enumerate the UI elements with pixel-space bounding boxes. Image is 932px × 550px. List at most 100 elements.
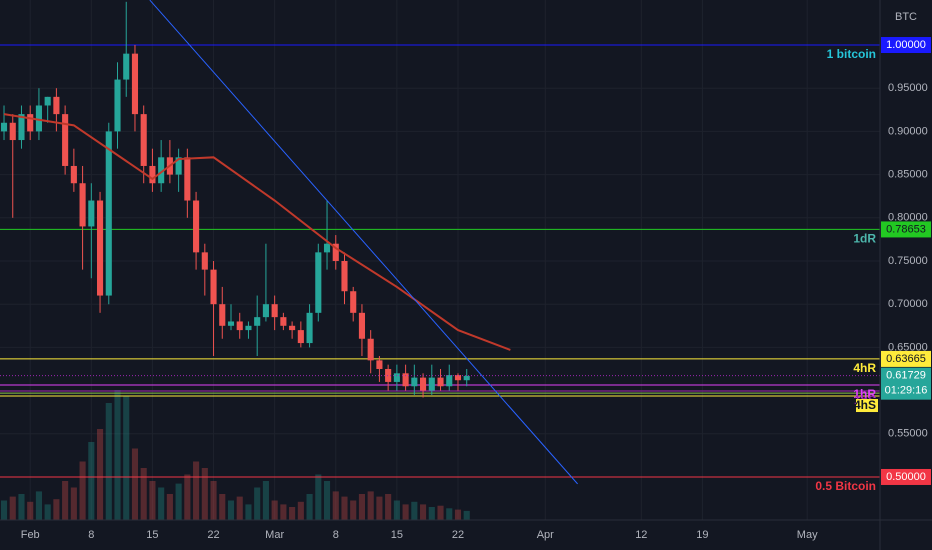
candle-body <box>175 157 182 175</box>
x-tick-label: 12 <box>635 529 647 541</box>
volume-bar <box>53 499 60 520</box>
volume-bar <box>105 403 112 520</box>
volume-bar <box>437 505 444 520</box>
candle-body <box>18 114 25 141</box>
candle-body <box>332 243 339 261</box>
candle-body <box>131 53 139 115</box>
volume-bar <box>402 504 409 520</box>
volume <box>0 390 470 520</box>
x-tick-label: 15 <box>391 529 403 541</box>
x-tick-label: Apr <box>537 529 554 541</box>
volume-bar <box>227 500 235 520</box>
volume-bar <box>166 494 173 520</box>
volume-bar <box>393 500 400 520</box>
volume-bar <box>315 474 322 520</box>
last-price-bg <box>881 367 931 400</box>
volume-bar <box>210 481 217 520</box>
volume-bar <box>35 491 42 520</box>
volume-bar <box>463 510 470 520</box>
candle-body <box>210 269 217 305</box>
volume-bar <box>123 396 130 520</box>
currency: BTC <box>895 11 917 23</box>
y-tick-label: 0.70000 <box>888 298 928 310</box>
volume-bar <box>289 507 296 520</box>
volume-bar <box>428 507 435 520</box>
volume-bar <box>131 448 139 520</box>
y-tick-label: 0.80000 <box>888 212 928 224</box>
volume-bar <box>70 487 77 520</box>
level-name: 1hR <box>853 387 876 401</box>
x-tick-label: 15 <box>146 529 158 541</box>
volume-bar <box>358 494 366 520</box>
volume-bar <box>420 504 427 520</box>
x-tick-label: Feb <box>21 529 40 541</box>
volume-bar <box>297 501 304 520</box>
x-tick-label: 22 <box>452 529 464 541</box>
y-tick-label: 0.75000 <box>888 255 928 267</box>
candle-body <box>35 105 42 132</box>
candle-body <box>385 368 392 382</box>
volume-bar <box>88 442 95 520</box>
volume-bar <box>27 501 34 520</box>
volume-bar <box>446 508 453 520</box>
level-name: 1dR <box>853 232 876 246</box>
candle-body <box>463 375 470 381</box>
volume-bar <box>9 496 16 520</box>
plot: 1 bitcoin1dR4hR1hR1hS4hS0.5 Bitcoin <box>0 0 880 493</box>
grid <box>0 0 880 520</box>
y-tick-label: 0.95000 <box>888 82 928 94</box>
candle-body <box>0 122 8 132</box>
price-label-bg <box>881 221 931 238</box>
level-name: 0.5 Bitcoin <box>815 479 876 493</box>
candle-body <box>271 304 278 318</box>
level-name: 4hR <box>853 361 876 375</box>
candle-body <box>70 165 77 184</box>
candle-body <box>201 252 208 270</box>
candle-body <box>193 200 200 253</box>
candle-body <box>350 291 357 313</box>
candle-body <box>158 157 165 184</box>
volume-bar <box>332 491 339 520</box>
candle-body <box>79 183 86 227</box>
trendline <box>149 0 578 485</box>
candle-body <box>53 96 60 115</box>
volume-bar <box>341 496 348 520</box>
volume-bar <box>280 504 287 520</box>
candle-body <box>262 304 269 318</box>
volume-bar <box>193 461 200 520</box>
volume-bar <box>0 500 8 520</box>
candle-body <box>149 165 156 184</box>
x-tick-label: 8 <box>333 529 339 541</box>
volume-bar <box>201 468 208 520</box>
price-label-bg <box>881 468 931 485</box>
volume-bar <box>96 429 104 520</box>
candle-body <box>9 122 16 141</box>
candle-body <box>123 53 130 80</box>
candle-body <box>411 377 418 387</box>
candle-body <box>254 317 261 326</box>
x-tick-label: 8 <box>88 529 94 541</box>
moving-average <box>3 113 511 351</box>
volume-bar <box>323 481 331 520</box>
y-tick-label: 0.55000 <box>888 428 928 440</box>
x-tick-label: May <box>797 529 818 541</box>
price-label: 1.00000 <box>886 39 926 51</box>
volume-bar <box>254 487 261 520</box>
y-tick-label: 0.85000 <box>888 169 928 181</box>
candle-body <box>245 325 252 331</box>
candle-body <box>105 131 112 296</box>
candle-body <box>27 114 34 132</box>
price-label: 0.78653 <box>886 223 926 235</box>
volume-bar <box>411 501 418 520</box>
volume-bar <box>79 461 86 520</box>
volume-bar <box>44 504 51 520</box>
last-price: 0.61729 <box>886 370 926 382</box>
candle-body <box>367 338 374 361</box>
price-label: 0.63665 <box>886 353 926 365</box>
level-name: 1 bitcoin <box>827 47 876 61</box>
candle-body <box>289 325 296 331</box>
volume-bar <box>175 483 182 520</box>
volume-bar <box>367 491 374 520</box>
